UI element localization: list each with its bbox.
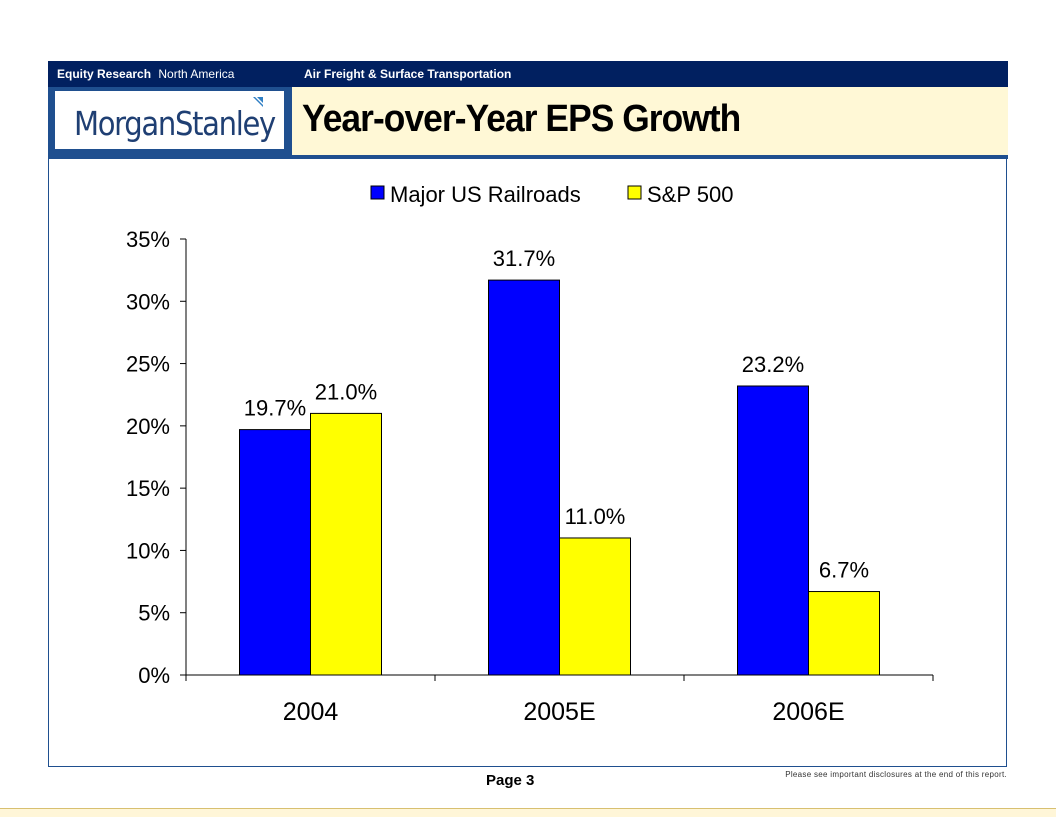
data-label: 21.0%	[315, 379, 377, 404]
x-tick-label: 2005E	[523, 698, 595, 726]
y-tick-label: 35%	[126, 227, 170, 252]
bar	[310, 412, 382, 676]
chart-legend: Major US Railroads S&P 500	[370, 182, 733, 207]
data-label: 31.7%	[493, 246, 555, 271]
brand-logo-panel: MorganStanley	[55, 91, 284, 149]
division-label: Equity Research	[57, 67, 152, 81]
y-tick-label: 20%	[126, 414, 170, 439]
data-label: 19.7%	[244, 396, 306, 421]
sector-label: Air Freight & Surface Transportation	[304, 67, 512, 81]
page-number: Page 3	[486, 772, 535, 789]
data-label: 11.0%	[565, 504, 626, 529]
data-label: 6.7%	[819, 558, 869, 583]
disclosure-note: Please see important disclosures at the …	[785, 770, 1007, 779]
bar	[808, 591, 880, 676]
legend-swatch-railroads	[370, 185, 385, 200]
x-tick-label: 2006E	[772, 698, 844, 726]
brand-mark-icon	[253, 97, 263, 107]
y-axis-ticks: 0% 5% 10% 15% 20% 25% 30% 35%	[126, 227, 186, 688]
y-tick-label: 15%	[126, 476, 170, 501]
legend-label-railroads: Major US Railroads	[390, 182, 581, 207]
brand-wordmark: MorganStanley	[74, 104, 276, 143]
page-title: Year-over-Year EPS Growth	[302, 98, 741, 140]
brand-name-part2: Stanley	[174, 104, 276, 143]
legend-swatch-sp500	[627, 185, 642, 200]
y-tick-label: 0%	[138, 663, 170, 688]
y-tick-label: 10%	[126, 538, 170, 563]
brand-logo: MorganStanley	[48, 87, 292, 159]
bar	[239, 429, 311, 676]
bar	[488, 279, 560, 676]
bar	[559, 537, 631, 676]
chart-bars: 19.7% 21.0% 31.7% 11.0% 23.2% 6.7%	[239, 246, 880, 676]
y-tick-label: 5%	[138, 601, 170, 626]
region-label: North America	[158, 67, 235, 81]
legend-label-sp500: S&P 500	[647, 182, 733, 207]
y-tick-label: 25%	[126, 352, 170, 377]
bar	[737, 385, 809, 676]
data-label: 23.2%	[742, 352, 804, 377]
bottom-rule	[0, 808, 1056, 817]
report-header-bar: Equity Research North America Air Freigh…	[48, 61, 1008, 87]
x-tick-label: 2004	[283, 698, 339, 726]
y-tick-label: 30%	[126, 289, 170, 314]
x-axis-labels: 2004 2005E 2006E	[185, 675, 934, 726]
brand-name-part1: Morgan	[74, 104, 176, 143]
